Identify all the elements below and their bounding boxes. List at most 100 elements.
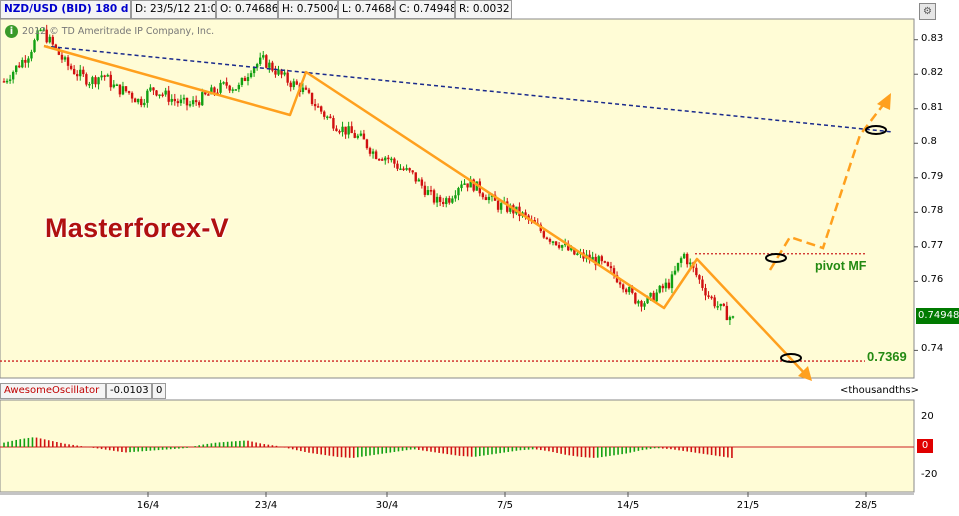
candle-body [673, 270, 677, 275]
info-icon[interactable]: i [5, 25, 18, 38]
candle-body [94, 77, 97, 85]
candle-body [48, 36, 51, 43]
candle-body [158, 94, 161, 96]
candle-body [542, 231, 546, 238]
candle-body [612, 268, 616, 276]
candle-body [335, 128, 338, 132]
candle-body [5, 80, 9, 83]
candle-body [551, 241, 555, 243]
candle-body [481, 193, 485, 198]
candle-body [72, 68, 76, 75]
candle-body [350, 126, 353, 134]
chart-settings-icon[interactable]: ⚙ [919, 3, 936, 20]
candle-body [320, 106, 323, 112]
candle-body [204, 92, 207, 95]
candle-body [408, 168, 411, 171]
candle-body [548, 238, 552, 242]
candle-body [213, 87, 216, 93]
candle-body [307, 89, 311, 93]
candle-body [524, 212, 527, 216]
candle-body [597, 256, 600, 266]
candle-body [707, 295, 710, 297]
candle-body [381, 159, 384, 161]
price-panel [0, 18, 915, 379]
candle-body [152, 87, 155, 91]
candle-body [133, 98, 137, 103]
trend-zigzag-line [43, 44, 809, 378]
time-tick-label: 16/4 [136, 500, 160, 511]
support-ellipse-marker [780, 353, 802, 363]
candle-body [243, 77, 247, 81]
candle-body [201, 92, 204, 106]
candle-body [222, 82, 225, 84]
candle-body [615, 275, 619, 283]
copyright-text: 2012 © TD Ameritrade IP Company, Inc. [22, 26, 215, 37]
candle-body [423, 185, 427, 195]
price-tick-label: 0.76 [921, 274, 944, 286]
time-tick-label: 14/5 [616, 500, 640, 511]
candle-body [301, 87, 305, 92]
candle-body [45, 29, 48, 43]
candle-body [658, 285, 661, 293]
candle-body [271, 62, 274, 71]
candle-body [679, 258, 683, 263]
candle-body [655, 292, 658, 302]
candle-body [57, 48, 61, 55]
candle-body [417, 179, 420, 182]
candle-body [54, 44, 58, 49]
candle-body [704, 287, 707, 296]
candle-body [237, 84, 241, 90]
candle-body [567, 243, 570, 251]
indicator-units: <thousandths> [840, 385, 919, 396]
candle-body [695, 267, 698, 276]
candle-body [640, 301, 643, 307]
candle-body [625, 289, 628, 293]
candle-body [682, 253, 686, 259]
current-price-badge: 0.74948 [916, 308, 959, 324]
candle-body [313, 104, 317, 107]
candle-body [268, 62, 271, 68]
candle-body [316, 106, 320, 108]
candle-body [393, 158, 396, 164]
candle-body [686, 253, 689, 265]
candle-body [274, 70, 277, 75]
candle-body [643, 303, 646, 307]
candle-body [396, 163, 399, 169]
pivot-label: pivot MF [815, 259, 867, 273]
candle-body [377, 158, 381, 161]
candle-body [667, 282, 671, 289]
candle-body [219, 82, 222, 93]
candle-body [484, 197, 488, 201]
candle-body [628, 286, 631, 293]
candle-body [109, 74, 112, 88]
candle-body [600, 256, 603, 262]
candle-body [362, 133, 366, 140]
candle-body [161, 94, 164, 96]
candle-body [576, 253, 579, 255]
candle-body [24, 59, 27, 63]
candle-body [341, 126, 344, 133]
candle-body [225, 82, 228, 86]
candle-body [185, 97, 189, 106]
indicator-name[interactable]: AwesomeOscillator [0, 383, 106, 399]
candle-body [731, 316, 735, 318]
candle-body [33, 40, 36, 52]
candle-body [374, 151, 378, 159]
candle-body [130, 92, 134, 99]
indicator-extra: 0 [152, 383, 166, 399]
candle-body [115, 84, 119, 87]
candle-body [368, 148, 372, 154]
candle-body [466, 183, 469, 188]
candle-body [124, 86, 128, 92]
candle-body [573, 247, 576, 255]
projection-dashed-line [768, 104, 884, 271]
candle-body [371, 151, 375, 154]
candle-body [82, 69, 85, 75]
candle-body [283, 72, 286, 75]
candle-body [103, 75, 106, 77]
osc-zero-badge: 0 [917, 439, 933, 453]
candle-body [716, 306, 719, 308]
candle-body [182, 97, 186, 100]
candle-body [240, 77, 244, 85]
candle-body [420, 179, 424, 186]
